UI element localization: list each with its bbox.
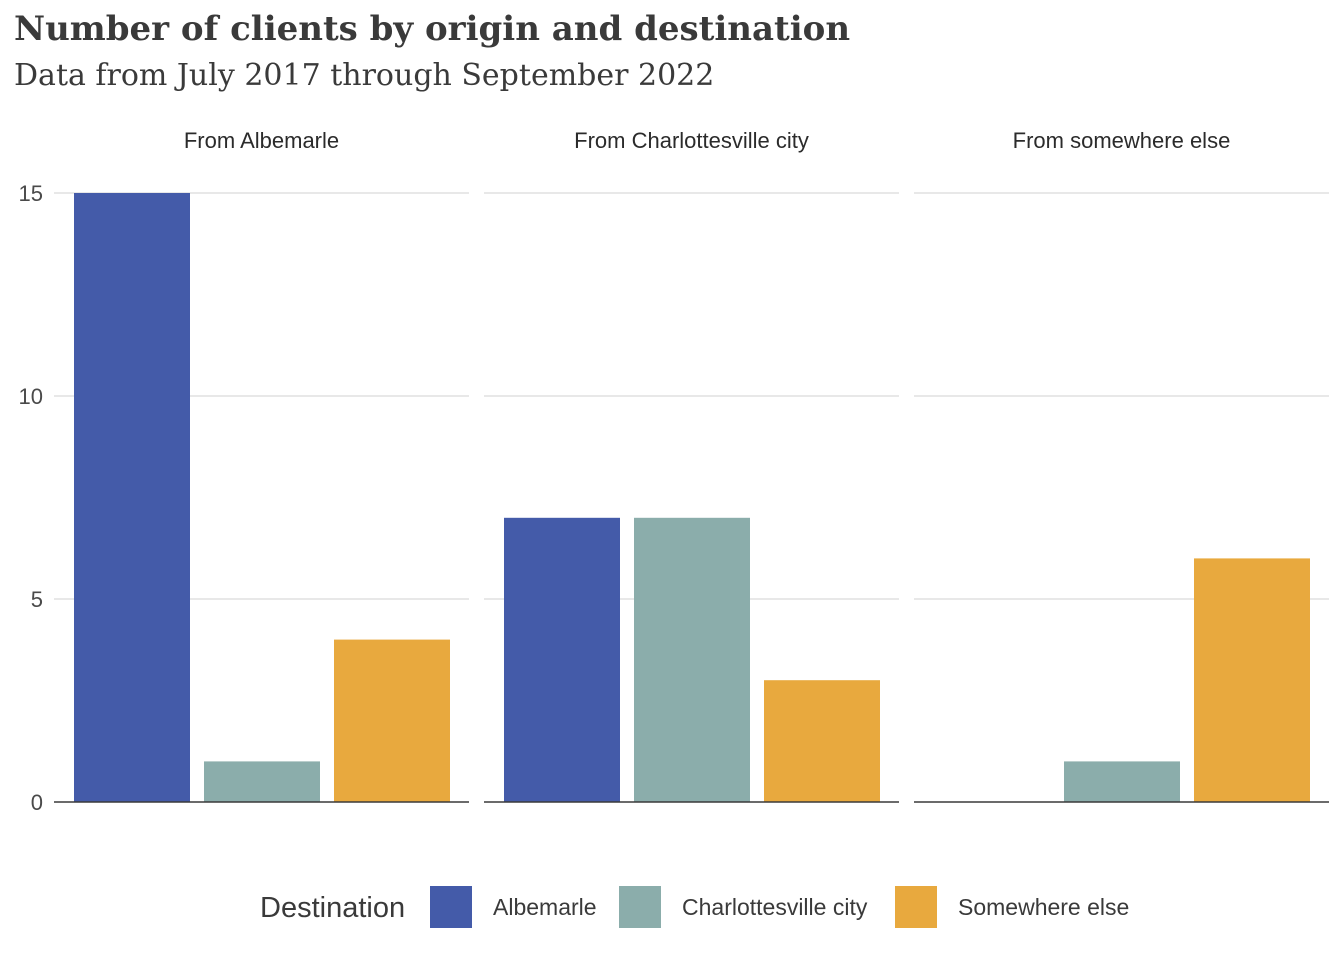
- legend-item-charlottesville-city: Charlottesville city: [619, 886, 868, 928]
- facet-label: From Albemarle: [184, 128, 339, 153]
- bar-albemarle: [74, 193, 190, 802]
- legend-title: Destination: [260, 892, 405, 924]
- bar-somewhere-else: [764, 680, 880, 802]
- legend-item-albemarle: Albemarle: [430, 886, 597, 928]
- facet-label: From Charlottesville city: [574, 128, 809, 153]
- bar-albemarle: [504, 517, 620, 802]
- chart-subtitle: Data from July 2017 through September 20…: [14, 58, 714, 93]
- bar-charlottesville-city: [1064, 761, 1180, 802]
- y-tick-label: 10: [19, 384, 43, 409]
- facet-panel-from-charlottesville-city: From Charlottesville city: [484, 128, 899, 803]
- legend-label: Somewhere else: [958, 894, 1129, 920]
- bar-somewhere-else: [334, 639, 450, 802]
- legend-swatch: [895, 886, 937, 928]
- y-tick-label: 15: [19, 181, 43, 206]
- legend-item-somewhere-else: Somewhere else: [895, 886, 1129, 928]
- legend: Destination Albemarle Charlottesville cit…: [260, 886, 1129, 928]
- legend-label: Charlottesville city: [682, 894, 868, 920]
- facet-panel-from-albemarle: From Albemarle: [54, 128, 469, 803]
- legend-swatch: [430, 886, 472, 928]
- legend-swatch: [619, 886, 661, 928]
- chart-title: Number of clients by origin and destinat…: [14, 9, 850, 49]
- legend-label: Albemarle: [493, 894, 597, 920]
- bar-charlottesville-city: [634, 517, 750, 802]
- y-tick-label: 5: [31, 587, 43, 612]
- y-tick-label: 0: [31, 790, 43, 815]
- facet-label: From somewhere else: [1013, 128, 1231, 153]
- bar-charlottesville-city: [204, 761, 320, 802]
- bar-somewhere-else: [1194, 558, 1310, 802]
- plot-area: 0 5 10 15 From Albemarle From Charlottesville…: [19, 128, 1329, 815]
- facet-panel-from-somewhere-else: From somewhere else: [914, 128, 1329, 803]
